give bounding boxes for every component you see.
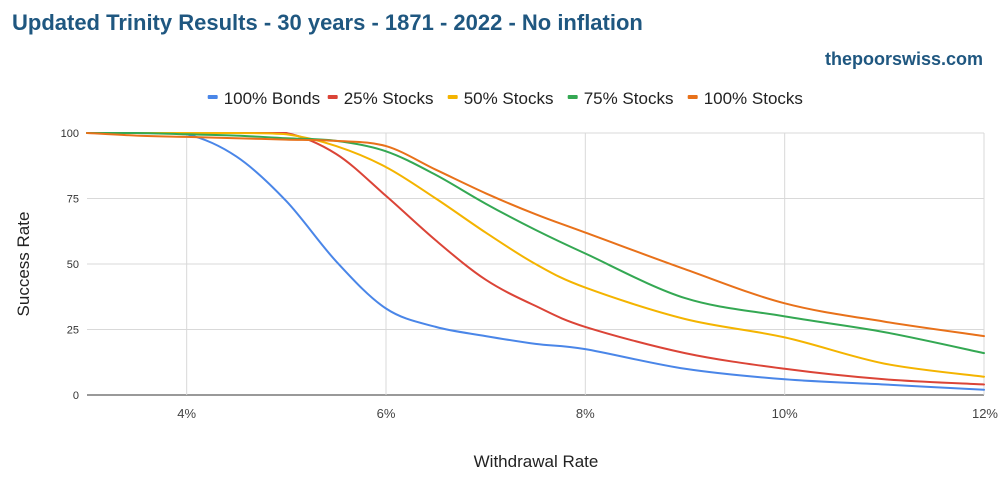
legend-swatch [567, 95, 578, 99]
legend-swatch [447, 95, 458, 99]
series-line-100pct-bonds [86, 132, 985, 391]
legend-item-100pct-stocks[interactable]: 100% Stocks [687, 89, 803, 108]
chart-title: Updated Trinity Results - 30 years - 187… [12, 10, 643, 35]
x-tick-label: 6% [377, 406, 396, 421]
series-line-25pct-stocks [86, 132, 985, 386]
x-axis-label: Withdrawal Rate [474, 452, 599, 471]
legend-item-75pct-stocks[interactable]: 75% Stocks [567, 89, 674, 108]
legend-item-50pct-stocks[interactable]: 50% Stocks [447, 89, 554, 108]
ticks: 0 25 50 75 100 4% 6% 8% 10% 12% [61, 128, 999, 421]
y-tick-label: 0 [73, 390, 79, 402]
y-tick-label: 100 [61, 128, 79, 140]
watermark-site[interactable]: thepoorswiss.com [825, 49, 983, 69]
legend-swatch [207, 95, 218, 99]
legend-label: 50% Stocks [464, 89, 554, 108]
x-tick-label: 8% [576, 406, 595, 421]
legend-label: 100% Stocks [704, 89, 803, 108]
y-tick-label: 25 [67, 325, 79, 337]
y-tick-label: 75 [67, 194, 79, 206]
legend-label: 25% Stocks [344, 89, 434, 108]
y-tick-label: 50 [67, 259, 79, 271]
series-line-75pct-stocks [86, 132, 985, 355]
legend-swatch [687, 95, 698, 99]
legend-item-25pct-stocks[interactable]: 25% Stocks [327, 89, 434, 108]
x-tick-label: 4% [177, 406, 196, 421]
series-line-100pct-stocks [86, 132, 985, 338]
series-line-50pct-stocks [86, 132, 985, 378]
series-layer [86, 132, 985, 391]
legend-swatch [327, 95, 338, 99]
x-tick-label: 12% [972, 406, 998, 421]
legend-item-100pct-bonds[interactable]: 100% Bonds [207, 89, 320, 108]
legend: 100% Bonds 25% Stocks 50% Stocks 75% Stocks… [207, 89, 803, 108]
legend-label: 100% Bonds [224, 89, 320, 108]
legend-label: 75% Stocks [584, 89, 674, 108]
x-tick-label: 10% [772, 406, 798, 421]
y-axis-label: Success Rate [14, 212, 33, 317]
